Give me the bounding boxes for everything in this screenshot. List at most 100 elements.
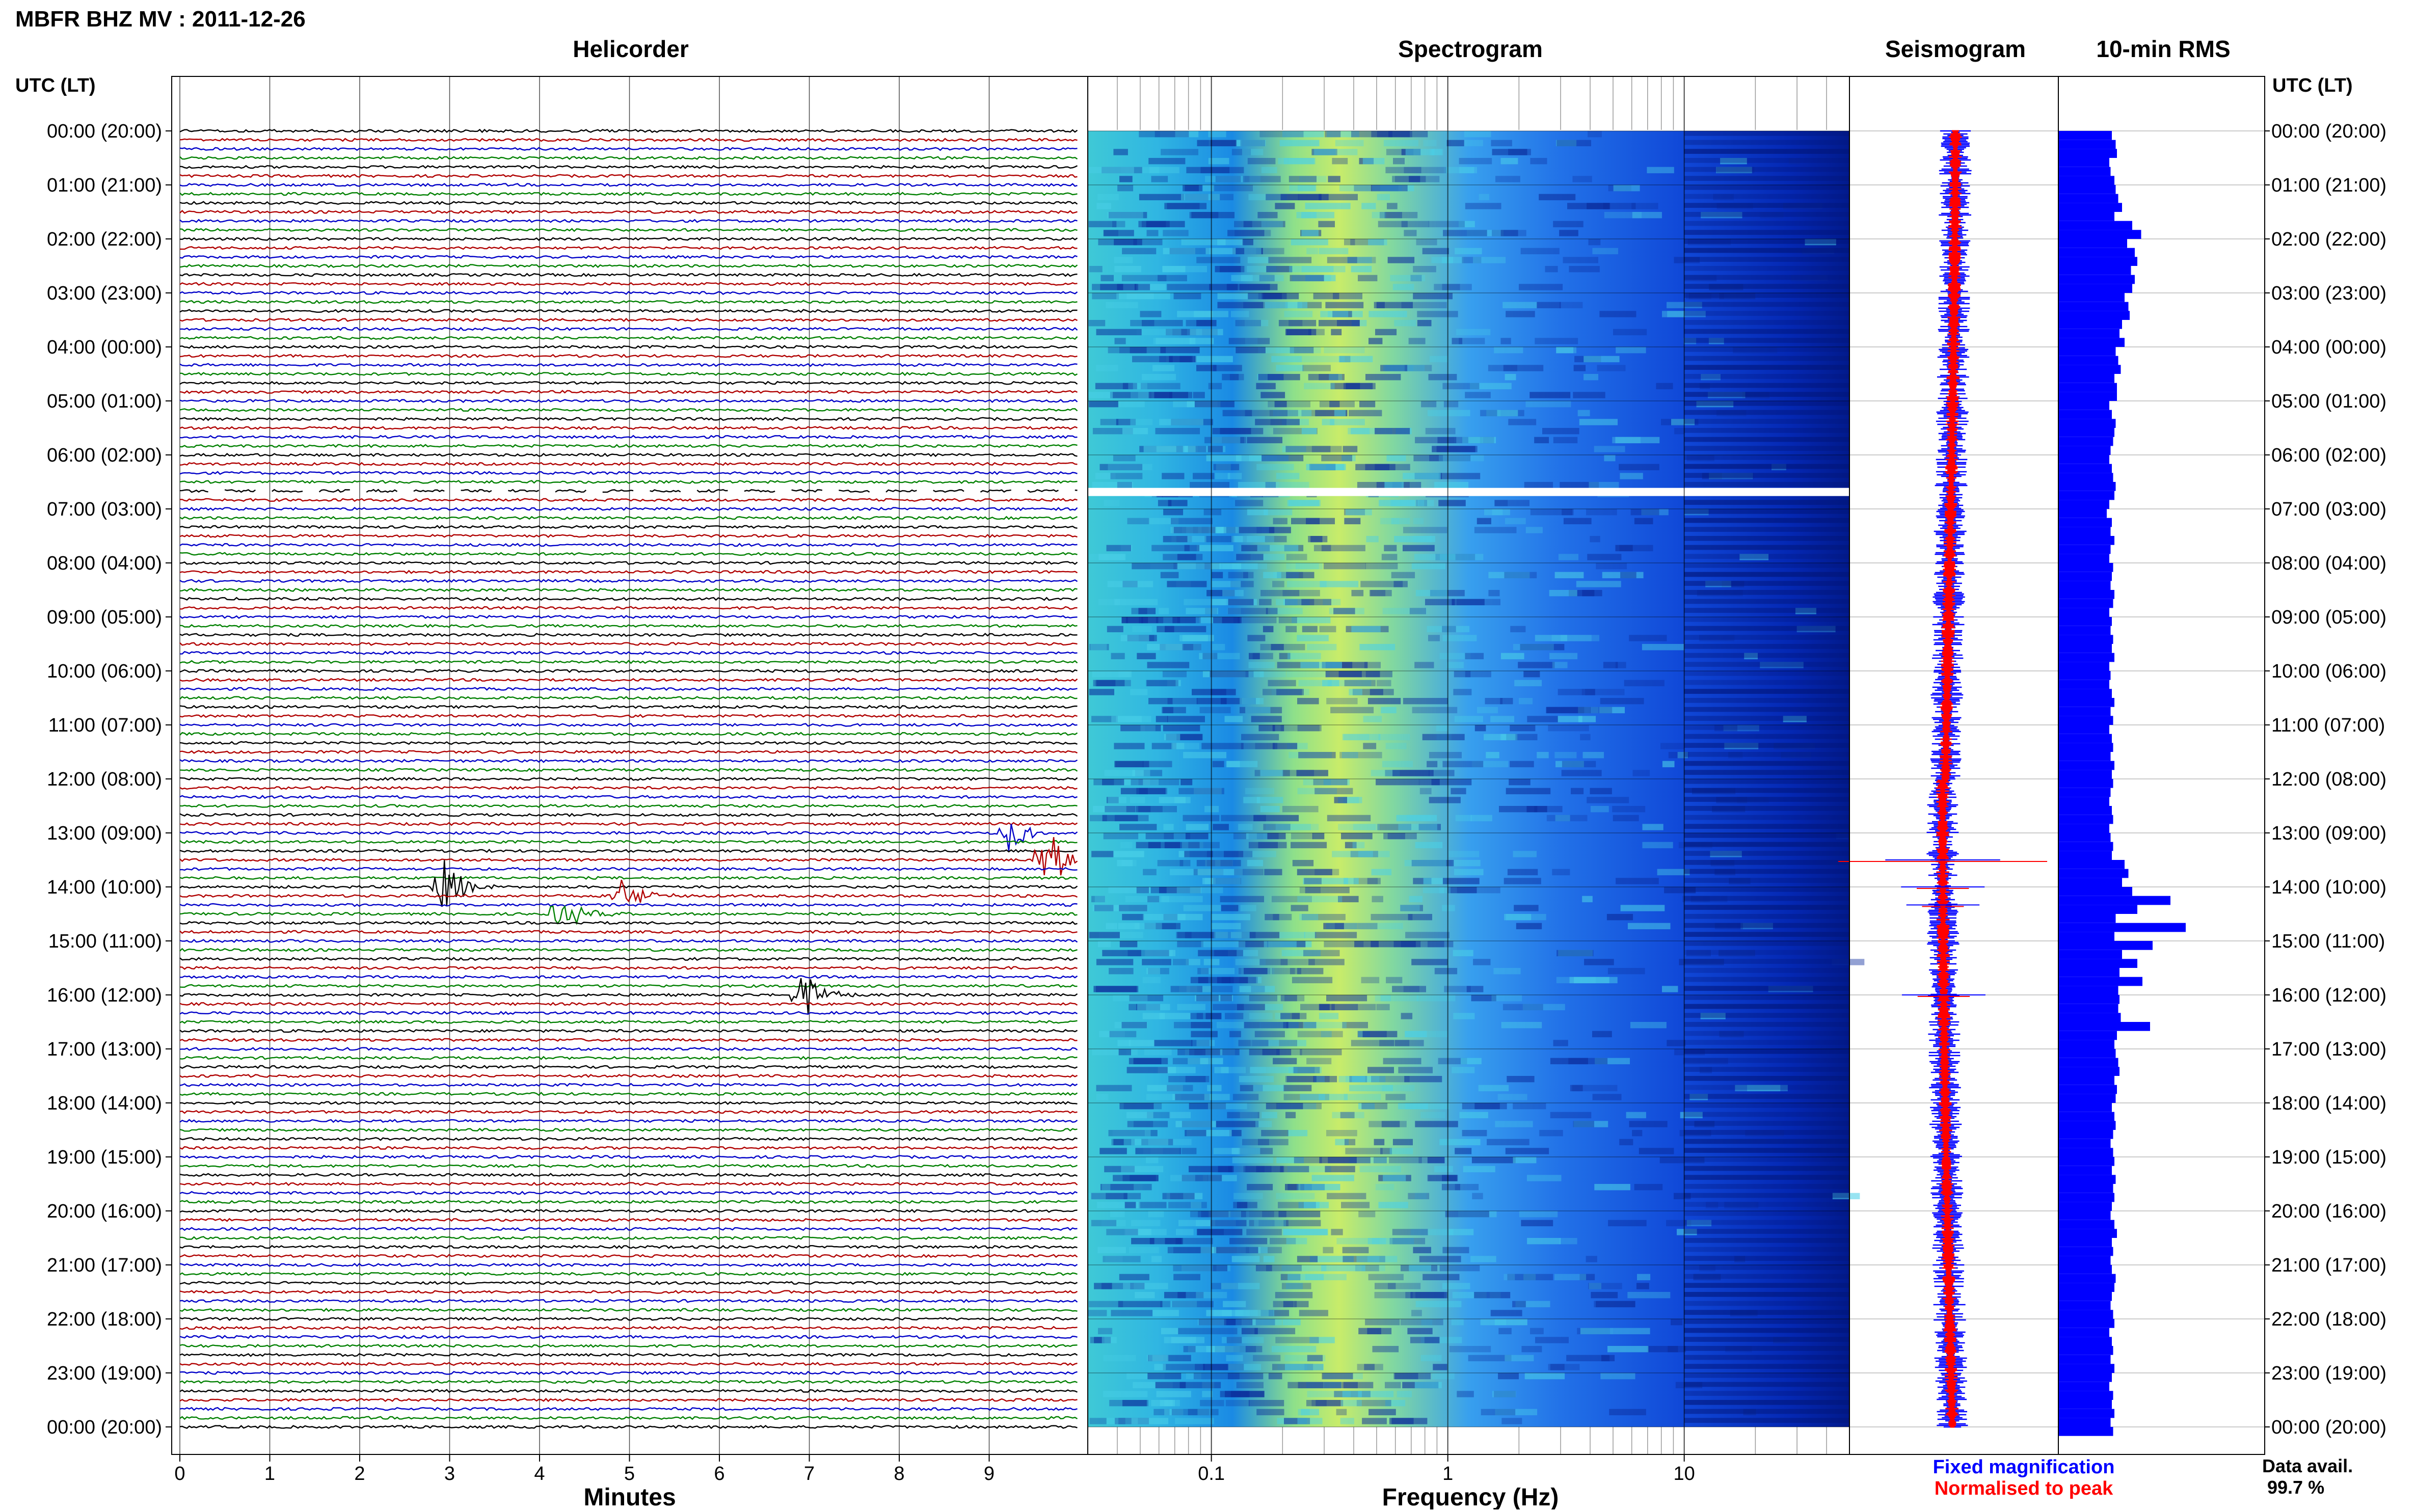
spectrogram-texture xyxy=(1147,644,1183,651)
spectrogram-texture xyxy=(1560,1238,1577,1245)
spectrogram-texture xyxy=(1088,1193,1124,1200)
rms-bar xyxy=(2058,410,2112,419)
rms-bar xyxy=(2058,284,2132,293)
spectrogram-texture xyxy=(1684,1355,1849,1360)
spectrogram-texture xyxy=(1188,1346,1233,1353)
spectrogram-texture xyxy=(1691,896,1710,903)
spectrogram-texture xyxy=(1392,770,1434,776)
spectrogram-texture xyxy=(1437,437,1457,444)
spectrogram-texture xyxy=(1366,536,1379,543)
spectrogram-texture xyxy=(1273,1301,1297,1308)
spectrogram-texture xyxy=(1245,788,1274,795)
rms-bar xyxy=(2058,752,2111,761)
spectrogram-texture xyxy=(1303,950,1340,957)
spectrogram-texture xyxy=(1131,392,1155,398)
spectrogram-texture xyxy=(1537,752,1549,759)
spectrogram-texture xyxy=(1504,914,1532,921)
spectrogram-texture xyxy=(1102,1337,1117,1343)
spectrogram-texture xyxy=(1555,761,1584,768)
spectrogram-texture xyxy=(1427,1175,1457,1181)
spectrogram-texture xyxy=(1196,1220,1236,1227)
spectrogram-texture xyxy=(1554,752,1577,759)
helicorder-trace xyxy=(179,1254,1078,1258)
spectrogram-texture xyxy=(1319,374,1338,381)
spectrogram-texture xyxy=(1684,698,1849,703)
spectrogram-texture xyxy=(1111,905,1148,911)
spectrogram-texture xyxy=(1194,788,1222,795)
spectrogram-texture xyxy=(1507,500,1530,506)
minute-tick-label: 8 xyxy=(894,1463,904,1484)
spectrogram-texture xyxy=(1442,626,1456,633)
spectrogram-texture xyxy=(1095,680,1131,687)
spectrogram-texture xyxy=(1434,284,1472,290)
rms-bar xyxy=(2058,176,2114,185)
helicorder-trace xyxy=(179,786,1078,790)
spectrogram-texture xyxy=(1592,1094,1622,1100)
spectrogram-texture xyxy=(1459,338,1485,344)
spectrogram-texture xyxy=(1150,887,1177,894)
spectrogram-texture xyxy=(1504,1274,1515,1281)
spectrogram-texture xyxy=(1164,1292,1186,1299)
spectrogram-texture xyxy=(1251,716,1282,722)
spectrogram-texture xyxy=(1470,1256,1496,1262)
spectrogram-texture xyxy=(1702,473,1722,479)
spectrogram-texture xyxy=(1262,455,1304,462)
spectrogram-texture xyxy=(1562,509,1573,516)
spectrogram-texture xyxy=(1684,455,1849,460)
spectrogram-texture xyxy=(1116,293,1154,300)
helicorder-trace xyxy=(179,1218,1078,1222)
time-tick-label-left: 06:00 (02:00) xyxy=(47,445,162,466)
spectrogram-texture xyxy=(1271,1346,1317,1353)
spectrogram-texture xyxy=(1302,365,1331,371)
spectrogram-texture xyxy=(1453,950,1473,957)
spectrogram-texture xyxy=(1224,716,1243,722)
spectrogram-texture xyxy=(1462,437,1483,444)
spectrogram-texture xyxy=(1297,869,1332,876)
rms-bar xyxy=(2058,1337,2112,1346)
spectrogram-texture xyxy=(1494,500,1508,506)
spectrogram-texture xyxy=(1225,1400,1250,1407)
spectrogram-texture xyxy=(1462,1130,1487,1137)
rms-bar xyxy=(2058,572,2112,581)
spectrogram-texture xyxy=(1320,311,1363,317)
spectrogram-texture xyxy=(1114,257,1133,263)
spectrogram-texture xyxy=(1179,1382,1221,1389)
spectrogram-texture xyxy=(1500,698,1513,705)
spectrogram-texture xyxy=(1305,275,1336,282)
rms-bar xyxy=(2058,1013,2121,1022)
spectrogram-texture xyxy=(1455,1148,1472,1154)
spectrogram-texture xyxy=(1484,509,1510,516)
spectrogram-texture xyxy=(1167,1247,1201,1254)
spectrogram-texture xyxy=(1358,1211,1376,1218)
spectrogram-texture xyxy=(1620,572,1636,579)
spectrogram-texture xyxy=(1107,626,1123,633)
spectrogram-texture xyxy=(1238,968,1271,975)
time-tick-label-left: 22:00 (18:00) xyxy=(47,1309,162,1330)
spectrogram-texture xyxy=(1539,1130,1563,1137)
spectrogram-texture xyxy=(1519,1211,1558,1218)
spectrogram-texture xyxy=(1193,1373,1240,1380)
spectrogram-texture xyxy=(1173,293,1201,300)
rms-bar xyxy=(2058,815,2113,824)
spectrogram-texture xyxy=(1352,689,1394,695)
spectrogram-texture xyxy=(1684,1229,1849,1234)
helicorder-trace xyxy=(179,1362,1078,1366)
spectrogram-texture xyxy=(1416,239,1437,246)
spectrogram-texture xyxy=(1298,185,1316,192)
spectrogram-texture xyxy=(1314,149,1358,155)
spectrogram-texture xyxy=(1684,1112,1849,1117)
spectrogram-texture xyxy=(1194,1049,1240,1056)
spectrogram-texture xyxy=(1418,824,1441,830)
spectrogram-texture xyxy=(1234,221,1252,228)
spectrogram-texture xyxy=(1375,1283,1396,1289)
spectrogram-texture xyxy=(1160,131,1199,138)
spectrogram-texture xyxy=(1156,338,1196,344)
freq-tick-label: 0.1 xyxy=(1198,1463,1225,1484)
spectrogram-texture xyxy=(1271,896,1312,903)
spectrogram-texture xyxy=(1283,1022,1303,1029)
spectrogram-texture xyxy=(1332,311,1352,317)
spectrogram-texture xyxy=(1109,1031,1137,1038)
spectrogram-texture xyxy=(1548,725,1589,732)
spectrogram-texture xyxy=(1287,1130,1308,1137)
spectrogram-texture xyxy=(1507,1076,1535,1083)
